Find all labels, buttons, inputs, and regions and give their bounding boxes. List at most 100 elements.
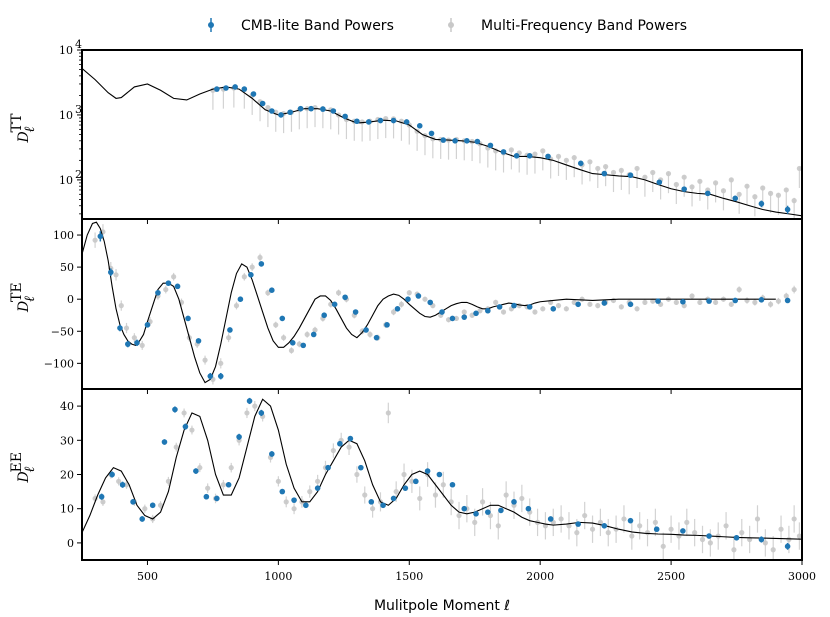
tt-cmb-lite-point xyxy=(354,118,360,125)
te-frame xyxy=(81,218,803,390)
tt-ytick-exponent: 3 xyxy=(75,103,82,116)
te-cmb-lite-point xyxy=(680,298,686,305)
tt-multi-freq-point xyxy=(587,159,593,165)
te-multi-freq-point xyxy=(131,335,137,341)
ee-cmb-lite-point xyxy=(291,497,297,503)
ee-cmb-lite-point xyxy=(424,468,431,474)
tt-ylabel-sub: ℓ xyxy=(22,127,38,133)
tt-ytick-label: 10 xyxy=(59,44,73,57)
ee-multi-freq-point xyxy=(692,530,698,536)
ee-multi-freq-point xyxy=(456,512,462,519)
ee-cmb-lite-point xyxy=(653,526,660,533)
ee-cmb-lite-point xyxy=(733,534,740,541)
ee-multi-freq-point xyxy=(629,533,635,539)
ee-multi-freq-point xyxy=(589,526,596,532)
ee-multi-freq-point xyxy=(762,540,768,546)
ee-multi-freq-point xyxy=(621,516,627,522)
ee-cmb-lite-point xyxy=(303,502,309,509)
tt-multi-freq-point xyxy=(571,155,577,161)
ee-multi-freq-point xyxy=(307,489,313,495)
ee-cmb-lite-point xyxy=(109,471,115,478)
ee-cmb-lite-point xyxy=(436,471,443,478)
te-multi-freq-point xyxy=(367,331,373,338)
ee-multi-freq-point xyxy=(668,526,674,532)
tt-multi-freq-point xyxy=(728,177,734,183)
ee-ytick-label: 40 xyxy=(60,400,74,413)
te-ytick-label: 50 xyxy=(60,261,74,274)
te-multi-freq-point xyxy=(767,301,774,307)
ee-cmb-lite-point xyxy=(680,528,686,534)
legend: CMB-lite Band Powers Multi-Frequency Ban… xyxy=(208,18,687,34)
te-multi-freq-point xyxy=(618,304,624,310)
ee-cmb-lite-point xyxy=(149,502,156,509)
tt-multi-freq-point xyxy=(665,171,672,177)
tt-cmb-lite-point xyxy=(259,100,266,107)
ee-cmb-lite-point xyxy=(485,509,491,515)
te-cmb-lite-point xyxy=(269,287,275,294)
ee-cmb-lite-point xyxy=(347,435,354,442)
ee-cmb-lite-point xyxy=(402,485,409,491)
tt-theory-curve xyxy=(82,68,802,217)
legend-entry-multi-frequency: Multi-Frequency Band Powers xyxy=(448,18,687,34)
tt-ylabel-sup: TT xyxy=(9,113,25,133)
tt-cmb-lite-point xyxy=(656,179,663,186)
tt-multi-freq-point xyxy=(736,191,742,197)
tt-multi-freq-point xyxy=(508,147,514,153)
ee-multi-freq-point xyxy=(754,516,761,522)
te-multi-freq-point xyxy=(650,298,656,304)
tt-multi-freq-point xyxy=(642,174,648,180)
xtick-label: 2000 xyxy=(526,570,554,583)
te-multi-freq-point xyxy=(281,335,287,341)
ee-cmb-lite-point xyxy=(279,488,286,495)
ee-cmb-lite-point xyxy=(511,499,517,505)
te-multi-freq-point xyxy=(288,347,295,354)
ee-multi-freq-point xyxy=(519,495,525,502)
te-multi-freq-point xyxy=(113,272,119,278)
ee-multi-freq-point xyxy=(605,530,611,536)
tt-plot-area xyxy=(82,68,802,219)
ee-cmb-lite-point xyxy=(601,523,608,529)
ee-multi-freq-point xyxy=(252,403,258,409)
legend-multi-frequency-label: Multi-Frequency Band Powers xyxy=(481,18,687,34)
te-multi-freq-point xyxy=(171,274,177,280)
ee-multi-freq-point xyxy=(731,547,737,553)
ee-theory-curve xyxy=(82,398,802,540)
te-multi-freq-point xyxy=(752,299,758,305)
ee-multi-freq-point xyxy=(684,519,690,525)
tt-multi-freq-point xyxy=(563,157,569,163)
tt-cmb-lite-point xyxy=(403,119,410,125)
ee-multi-freq-point xyxy=(189,427,195,433)
ee-multi-freq-point xyxy=(315,478,321,484)
te-cmb-lite-point xyxy=(321,312,327,319)
te-cmb-lite-point xyxy=(134,340,140,346)
tt-cmb-lite-point xyxy=(287,109,293,116)
te-ytick-label: 100 xyxy=(53,229,74,242)
te-cmb-lite-point xyxy=(155,289,161,296)
ee-cmb-lite-point xyxy=(236,434,242,440)
xtick-label: 1500 xyxy=(395,570,423,583)
tt-multi-freq-point xyxy=(618,167,624,174)
tt-ytick-exponent: 4 xyxy=(75,38,82,51)
te-multi-freq-point xyxy=(783,293,789,299)
te-multi-freq-point xyxy=(587,301,593,307)
ee-cmb-lite-point xyxy=(314,485,321,491)
ee-cmb-lite-point xyxy=(525,505,532,512)
te-cmb-lite-point xyxy=(363,327,369,333)
ee-multi-freq-point xyxy=(644,530,651,536)
te-multi-freq-point xyxy=(563,306,569,312)
te-multi-freq-point xyxy=(477,308,483,314)
ee-cmb-lite-point xyxy=(498,507,504,514)
ee-cmb-lite-point xyxy=(627,517,634,524)
tt-multi-freq-point xyxy=(650,169,656,176)
te-multi-freq-point xyxy=(775,298,782,304)
te-multi-freq-point xyxy=(555,303,562,309)
ee-multi-freq-point xyxy=(228,465,234,471)
ee-multi-freq-point xyxy=(409,478,415,484)
tt-multi-freq-point xyxy=(744,183,750,189)
te-multi-freq-point xyxy=(304,331,310,338)
te-multi-freq-point xyxy=(461,309,467,315)
ee-multi-freq-point xyxy=(707,540,713,546)
